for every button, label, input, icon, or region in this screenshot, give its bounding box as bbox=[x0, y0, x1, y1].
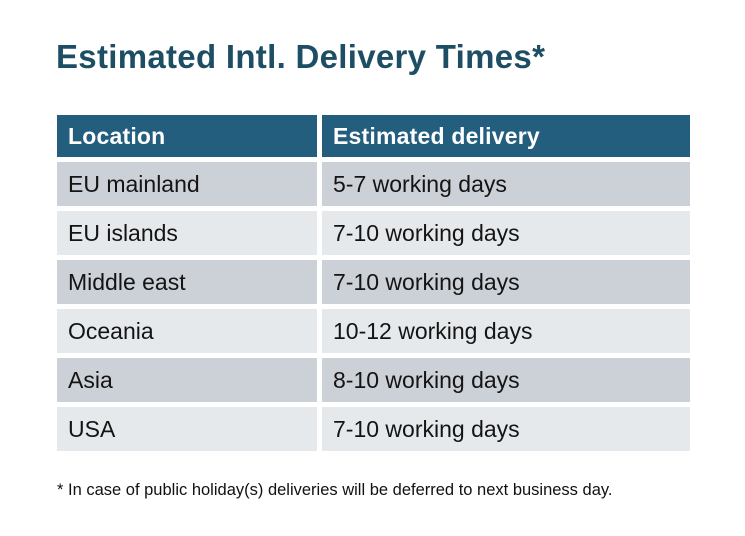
location-cell: USA bbox=[57, 407, 317, 451]
delivery-times-table: Location Estimated delivery EU mainland … bbox=[57, 115, 690, 451]
delivery-cell: 8-10 working days bbox=[322, 358, 690, 402]
location-cell: EU islands bbox=[57, 211, 317, 255]
location-cell: Asia bbox=[57, 358, 317, 402]
table-header-row: Location Estimated delivery bbox=[57, 115, 690, 157]
table-row: Asia 8-10 working days bbox=[57, 358, 690, 402]
column-header-estimated-delivery: Estimated delivery bbox=[322, 115, 690, 157]
delivery-cell: 5-7 working days bbox=[322, 162, 690, 206]
delivery-cell: 7-10 working days bbox=[322, 407, 690, 451]
footnote: * In case of public holiday(s) deliverie… bbox=[57, 481, 613, 499]
table-row: EU islands 7-10 working days bbox=[57, 211, 690, 255]
column-header-location: Location bbox=[57, 115, 317, 157]
delivery-cell: 7-10 working days bbox=[322, 260, 690, 304]
table-row: EU mainland 5-7 working days bbox=[57, 162, 690, 206]
location-cell: Oceania bbox=[57, 309, 317, 353]
location-cell: EU mainland bbox=[57, 162, 317, 206]
table-row: Middle east 7-10 working days bbox=[57, 260, 690, 304]
delivery-cell: 10-12 working days bbox=[322, 309, 690, 353]
table-row: USA 7-10 working days bbox=[57, 407, 690, 451]
location-cell: Middle east bbox=[57, 260, 317, 304]
table-row: Oceania 10-12 working days bbox=[57, 309, 690, 353]
delivery-cell: 7-10 working days bbox=[322, 211, 690, 255]
page-title: Estimated Intl. Delivery Times* bbox=[56, 38, 546, 75]
